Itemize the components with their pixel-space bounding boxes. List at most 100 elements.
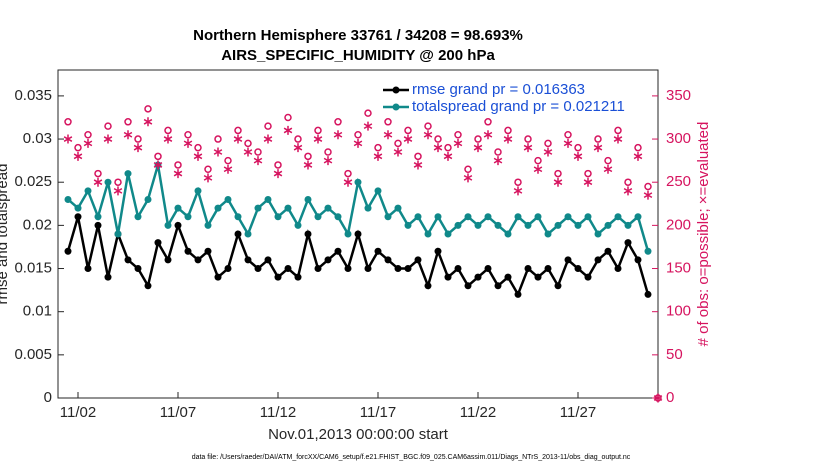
x-tick-label: 11/12 — [260, 404, 296, 421]
possible-marker — [424, 122, 432, 130]
point — [574, 265, 582, 273]
possible-marker — [204, 165, 212, 174]
y2-tick-label: 150 — [666, 259, 691, 276]
x-axis-label: Nov.01,2013 00:00:00 start — [268, 426, 449, 443]
point — [334, 213, 342, 221]
possible-marker — [224, 156, 232, 165]
evaluated-marker — [393, 147, 403, 157]
possible-marker — [284, 113, 292, 122]
evaluated-marker — [253, 156, 263, 166]
point — [424, 282, 432, 290]
evaluated-marker — [403, 134, 413, 144]
evaluated-marker — [123, 130, 133, 140]
point — [304, 195, 312, 203]
x-tick-label: 11/27 — [560, 404, 596, 421]
evaluated-marker — [203, 173, 213, 183]
evaluated-marker — [133, 143, 143, 153]
possible-marker — [544, 139, 552, 148]
point — [94, 213, 102, 221]
possible-marker — [74, 143, 82, 152]
evaluated-marker — [633, 151, 643, 161]
evaluated-marker — [583, 177, 593, 187]
point — [384, 256, 392, 264]
point — [604, 221, 612, 229]
point — [634, 256, 642, 264]
possible-marker — [214, 135, 222, 143]
point — [394, 265, 402, 273]
point — [204, 247, 212, 255]
evaluated-marker — [533, 164, 543, 174]
point — [284, 265, 292, 273]
evaluated-marker — [303, 160, 313, 170]
evaluated-marker — [433, 143, 443, 153]
point — [474, 273, 482, 281]
point — [454, 221, 462, 229]
possible-marker — [264, 122, 272, 130]
point — [404, 265, 412, 273]
point — [234, 230, 242, 238]
point — [144, 282, 152, 290]
possible-marker — [604, 156, 612, 165]
point — [614, 213, 622, 221]
y2-tick-label: 100 — [666, 303, 691, 320]
point — [74, 213, 82, 221]
evaluated-marker — [233, 134, 243, 144]
point — [564, 213, 572, 221]
possible-marker — [594, 135, 602, 143]
y2-tick-label: 250 — [666, 173, 691, 190]
evaluated-marker — [643, 190, 653, 200]
point — [534, 273, 542, 281]
evaluated-marker — [313, 134, 323, 144]
point — [424, 230, 432, 238]
evaluated-marker — [453, 138, 463, 148]
evaluated-marker — [93, 177, 103, 187]
evaluated-marker — [183, 138, 193, 148]
legend-label: totalspread grand pr = 0.021211 — [412, 98, 625, 115]
possible-marker — [494, 148, 502, 156]
evaluated-marker — [503, 134, 513, 144]
point — [434, 247, 442, 255]
point — [414, 213, 422, 221]
point — [244, 256, 252, 264]
evaluated-marker — [353, 138, 363, 148]
y-tick-label: 0.02 — [23, 216, 52, 233]
possible-marker — [384, 118, 392, 126]
evaluated-marker — [343, 177, 353, 187]
point — [274, 273, 282, 281]
footnote: data file: /Users/raeder/DAI/ATM_forcXX/… — [192, 454, 631, 461]
y-tick-label: 0.035 — [14, 87, 52, 104]
possible-marker — [254, 148, 262, 156]
point — [264, 195, 272, 203]
x-tick-label: 11/22 — [460, 404, 496, 421]
y2-tick-label: 200 — [666, 216, 691, 233]
evaluated-marker — [413, 160, 423, 170]
possible-marker — [144, 105, 152, 113]
point — [304, 230, 312, 238]
evaluated-marker — [103, 134, 113, 144]
series — [63, 117, 663, 403]
point — [104, 178, 112, 186]
point — [544, 230, 552, 238]
point — [524, 265, 532, 273]
possible-marker — [414, 152, 422, 161]
point — [294, 221, 302, 229]
point — [484, 265, 492, 273]
x-tick-label: 11/17 — [360, 404, 396, 421]
point — [154, 239, 162, 247]
evaluated-marker — [513, 186, 523, 196]
point — [254, 204, 262, 212]
point — [184, 247, 192, 255]
point — [514, 290, 522, 298]
evaluated-marker — [153, 160, 163, 170]
possible-marker — [334, 118, 342, 126]
possible-marker — [304, 152, 312, 161]
possible-marker — [434, 135, 442, 143]
y-tick-label: 0.01 — [23, 303, 52, 320]
possible-marker — [104, 122, 112, 130]
possible-marker — [124, 118, 132, 126]
evaluated-marker — [383, 130, 393, 140]
y2-axis-label: # of obs: o=possible; ×=evaluated — [695, 122, 712, 347]
evaluated-marker — [593, 143, 603, 153]
evaluated-marker — [373, 151, 383, 161]
